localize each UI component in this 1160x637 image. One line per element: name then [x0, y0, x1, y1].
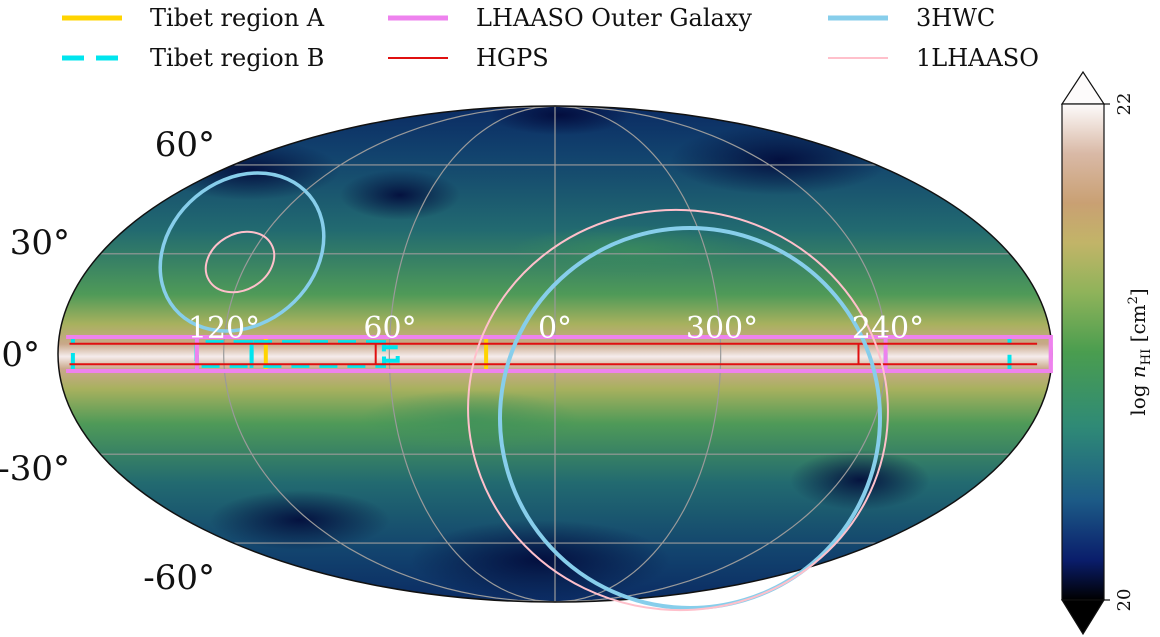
colorbar-label-unit: [cm [1126, 304, 1150, 348]
latitude-labels: 60° 30° 0° -30° -60° [0, 125, 215, 598]
dark-region [210, 490, 390, 550]
outline-hwc3 [498, 226, 882, 610]
colorbar-label-close: ] [1126, 288, 1150, 296]
colorbar-tick-label-min: 20 [1114, 589, 1135, 612]
colorbar-body [1061, 103, 1105, 601]
latitude-tick-label: 30° [10, 223, 70, 263]
longitude-gridline [554, 105, 722, 603]
colorbar-extend-min [1060, 599, 1106, 636]
legend-label-tibet-b: Tibet region B [150, 44, 324, 72]
dark-region [340, 170, 460, 220]
sky-map: 120° 60° 0° 300° 240° 60° 30° 0° -30° -60° [0, 105, 1053, 612]
legend-label-hgps: HGPS [476, 44, 549, 72]
latitude-tick-label: 60° [155, 125, 215, 165]
region-tibet-b-2 [249, 340, 386, 368]
dark-region [670, 125, 890, 195]
longitude-tick-label: 300° [686, 311, 758, 346]
region-tibet-b-1 [381, 345, 400, 363]
colorbar-label-symbol: n [1126, 365, 1150, 378]
region-lhaaso-outer-2 [883, 335, 1053, 373]
legend-label-hwc3: 3HWC [916, 4, 995, 32]
region-tibet-b-3 [194, 340, 254, 368]
colorbar-label: log nHI [cm2] [1126, 288, 1154, 415]
colorbar-tick-label-max: 22 [1114, 93, 1135, 116]
longitude-tick-label: 60° [363, 311, 416, 346]
colorbar-extend-max [1060, 70, 1106, 105]
latitude-tick-label: -60° [143, 558, 215, 598]
latitude-tick-label: 0° [1, 335, 40, 375]
longitude-gridline [223, 105, 556, 603]
colorbar: 22 20 log nHI [cm2] [1060, 70, 1154, 636]
colorbar-label-subscript: HI [1139, 349, 1154, 365]
colorbar-label-superscript: 2 [1126, 296, 1141, 304]
colorbar-label-prefix: log [1126, 378, 1150, 416]
longitude-gridline [388, 105, 556, 603]
green-region [360, 390, 580, 450]
green-region [510, 225, 750, 275]
longitude-tick-label: 0° [538, 311, 572, 346]
outline-lhaaso1 [204, 230, 276, 294]
legend-label-lhaaso-outer: LHAASO Outer Galaxy [476, 4, 752, 32]
longitude-labels: 120° 60° 0° 300° 240° [188, 311, 924, 346]
outline-lhaaso1 [467, 208, 889, 612]
survey-regions [66, 171, 1053, 612]
longitude-tick-label: 240° [852, 311, 924, 346]
dark-region [490, 106, 630, 135]
outline-hwc3 [158, 171, 326, 333]
region-hgps [69, 342, 1038, 366]
legend-label-lhaaso1: 1LHAASO [916, 44, 1039, 72]
legend-label-tibet-a: Tibet region A [150, 4, 325, 32]
legend: Tibet region A Tibet region B LHAASO Outer… [62, 4, 1039, 72]
dark-region [790, 450, 930, 510]
latitude-tick-label: -30° [0, 449, 70, 489]
longitude-tick-label: 120° [188, 311, 260, 346]
